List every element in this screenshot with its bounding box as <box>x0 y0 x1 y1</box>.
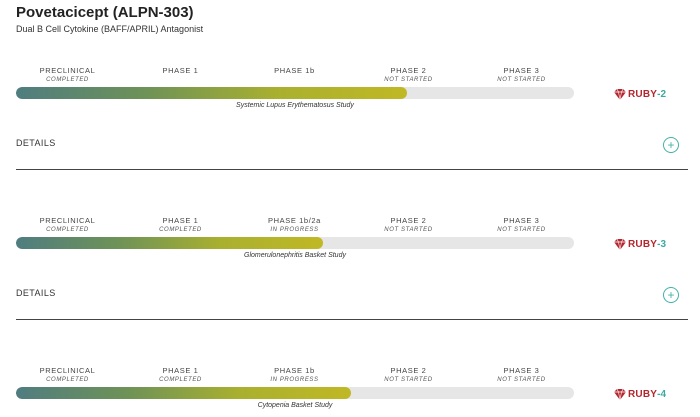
phase-2: PHASE 2 NOT STARTED <box>352 366 465 385</box>
phase-name: PHASE 1b <box>274 66 315 75</box>
phase-status: NOT STARTED <box>497 377 546 383</box>
phase-1b: PHASE 1b IN PROGRESS <box>238 366 351 385</box>
section-divider <box>16 319 688 320</box>
phase-1b-2a: PHASE 1b/2a IN PROGRESS <box>238 216 351 235</box>
progress-fill <box>16 87 407 99</box>
phase-preclinical: PRECLINICAL COMPLETED <box>11 366 124 385</box>
phase-3: PHASE 3 NOT STARTED <box>465 66 578 85</box>
ruby-trial-logo: RUBY -4 <box>614 389 666 400</box>
phase-preclinical: PRECLINICAL COMPLETED <box>11 66 124 85</box>
ruby-trial-logo: RUBY -2 <box>614 89 666 100</box>
study-name: Systemic Lupus Erythematosus Study <box>236 102 354 109</box>
phase-3: PHASE 3 NOT STARTED <box>465 216 578 235</box>
phase-status: COMPLETED <box>159 227 202 233</box>
phase-status: NOT STARTED <box>497 77 546 83</box>
phase-1: PHASE 1 COMPLETED <box>124 216 237 235</box>
phase-1: PHASE 1 COMPLETED <box>124 366 237 385</box>
phase-name: PHASE 2 <box>390 366 427 375</box>
phase-status: NOT STARTED <box>497 227 546 233</box>
phase-2: PHASE 2 NOT STARTED <box>352 66 465 85</box>
ruby-gem-icon <box>614 389 626 400</box>
progress-fill <box>16 387 351 399</box>
phase-status: IN PROGRESS <box>270 377 319 383</box>
phase-name: PRECLINICAL <box>39 66 96 75</box>
trial-name: RUBY <box>628 389 658 400</box>
ruby-gem-icon <box>614 89 626 100</box>
details-toggle-label[interactable]: DETAILS <box>16 288 56 298</box>
details-toggle-label[interactable]: DETAILS <box>16 138 56 148</box>
phase-name: PHASE 1 <box>162 366 199 375</box>
phase-status: COMPLETED <box>46 77 89 83</box>
phase-name: PRECLINICAL <box>39 366 96 375</box>
phase-name: PHASE 3 <box>503 66 540 75</box>
phase-1b: PHASE 1b <box>238 66 351 76</box>
phase-name: PRECLINICAL <box>39 216 96 225</box>
phase-1: PHASE 1 <box>124 66 237 76</box>
phase-name: PHASE 1b <box>274 366 315 375</box>
phase-status: NOT STARTED <box>384 227 433 233</box>
phase-name: PHASE 2 <box>390 66 427 75</box>
progress-track <box>16 87 574 99</box>
section-divider <box>16 169 688 170</box>
phase-name: PHASE 3 <box>503 366 540 375</box>
ruby-gem-icon <box>614 239 626 250</box>
phase-name: PHASE 3 <box>503 216 540 225</box>
expand-plus-icon[interactable]: + <box>663 137 679 153</box>
trial-name: RUBY <box>628 89 658 100</box>
study-name: Cytopenia Basket Study <box>257 402 333 409</box>
phase-status: NOT STARTED <box>384 377 433 383</box>
trial-name: RUBY <box>628 239 658 250</box>
study-name: Glomerulonephritis Basket Study <box>244 252 346 259</box>
progress-track <box>16 237 574 249</box>
phase-status: COMPLETED <box>46 377 89 383</box>
phase-preclinical: PRECLINICAL COMPLETED <box>11 216 124 235</box>
phase-status: IN PROGRESS <box>270 227 319 233</box>
phase-status: NOT STARTED <box>384 77 433 83</box>
progress-track <box>16 387 574 399</box>
phase-name: PHASE 2 <box>390 216 427 225</box>
progress-fill <box>16 237 323 249</box>
phase-name: PHASE 1b/2a <box>268 216 321 225</box>
phase-name: PHASE 1 <box>162 216 199 225</box>
expand-plus-icon[interactable]: + <box>663 287 679 303</box>
trial-number: -2 <box>657 89 667 100</box>
page-subtitle: Dual B Cell Cytokine (BAFF/APRIL) Antago… <box>16 24 204 34</box>
trial-number: -4 <box>657 389 667 400</box>
phase-2: PHASE 2 NOT STARTED <box>352 216 465 235</box>
phase-status: COMPLETED <box>159 377 202 383</box>
phase-3: PHASE 3 NOT STARTED <box>465 366 578 385</box>
trial-number: -3 <box>657 239 667 250</box>
phase-name: PHASE 1 <box>162 66 199 75</box>
phase-status: COMPLETED <box>46 227 89 233</box>
page-title: Povetacicept (ALPN-303) <box>16 4 194 21</box>
ruby-trial-logo: RUBY -3 <box>614 239 666 250</box>
